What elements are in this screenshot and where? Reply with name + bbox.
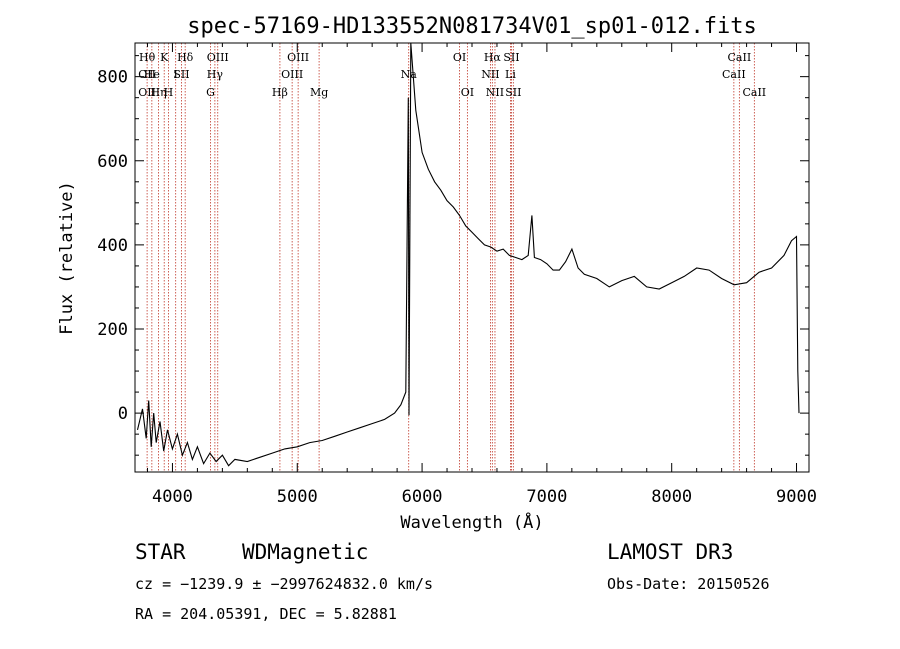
x-axis-ticks: 4000 5000 6000 7000 8000 9000: [146, 43, 817, 507]
x-tick-label: 6000: [402, 487, 443, 507]
emission-line-labels: HθOIIOIIHeHηKHISIIHδGHγOIIIHβOIIIOIIIMgN…: [138, 51, 766, 99]
x-tick-label: 5000: [277, 487, 318, 507]
line-label: He: [144, 68, 160, 81]
line-label: OI: [453, 51, 466, 64]
line-label: K: [160, 51, 169, 64]
chart-title: spec-57169-HD133552N081734V01_sp01-012.f…: [187, 14, 757, 39]
line-label: Hδ: [177, 51, 194, 64]
line-label: SII: [503, 51, 519, 64]
line-label: CaII: [742, 86, 766, 99]
line-label: Hγ: [207, 68, 224, 81]
line-label: H: [164, 86, 174, 99]
x-tick-label: 9000: [776, 487, 817, 507]
object-class: STAR: [135, 540, 186, 564]
line-label: OIII: [207, 51, 229, 64]
y-axis-ticks: 0 200 400 600 800: [97, 55, 809, 456]
x-tick-label: 4000: [152, 487, 193, 507]
obs-date-text: Obs-Date: 20150526: [607, 575, 770, 593]
object-subclass: WDMagnetic: [242, 540, 368, 564]
line-label: OII: [138, 68, 156, 81]
line-label: SII: [173, 68, 189, 81]
line-label: I: [174, 68, 178, 81]
y-tick-label: 800: [97, 68, 128, 88]
line-label: CaII: [722, 68, 746, 81]
line-label: CaII: [728, 51, 752, 64]
emission-line-markers: [146, 43, 755, 472]
coordinates-text: RA = 204.05391, DEC = 5.82881: [135, 605, 397, 623]
line-label: Hθ: [139, 51, 156, 64]
line-label: OIII: [281, 68, 303, 81]
plot-frame: [134, 42, 810, 473]
y-tick-label: 600: [97, 152, 128, 172]
line-label: Mg: [310, 86, 328, 99]
x-tick-label: 7000: [526, 487, 567, 507]
line-label: Li: [505, 68, 516, 81]
line-label: OII: [138, 86, 156, 99]
line-label: NII: [481, 68, 499, 81]
survey-name: LAMOST DR3: [607, 540, 733, 564]
line-label: SII: [505, 86, 521, 99]
y-tick-label: 200: [97, 320, 128, 340]
line-label: Hα: [484, 51, 502, 64]
line-label: OIII: [287, 51, 309, 64]
line-label: Hβ: [272, 86, 288, 99]
line-label: G: [206, 86, 215, 99]
redshift-text: cz = −1239.9 ± −2997624832.0 km/s: [135, 575, 433, 593]
y-tick-label: 0: [118, 404, 128, 424]
line-label: OI: [461, 86, 474, 99]
x-tick-label: 8000: [651, 487, 692, 507]
y-axis-label: Flux (relative): [57, 181, 77, 335]
y-tick-label: 400: [97, 236, 128, 256]
x-axis-label: Wavelength (Å): [400, 511, 543, 533]
line-label: Hη: [150, 86, 166, 99]
line-label: NII: [486, 86, 504, 99]
flux-series-line: [136, 42, 800, 467]
line-label: Na: [401, 68, 418, 81]
